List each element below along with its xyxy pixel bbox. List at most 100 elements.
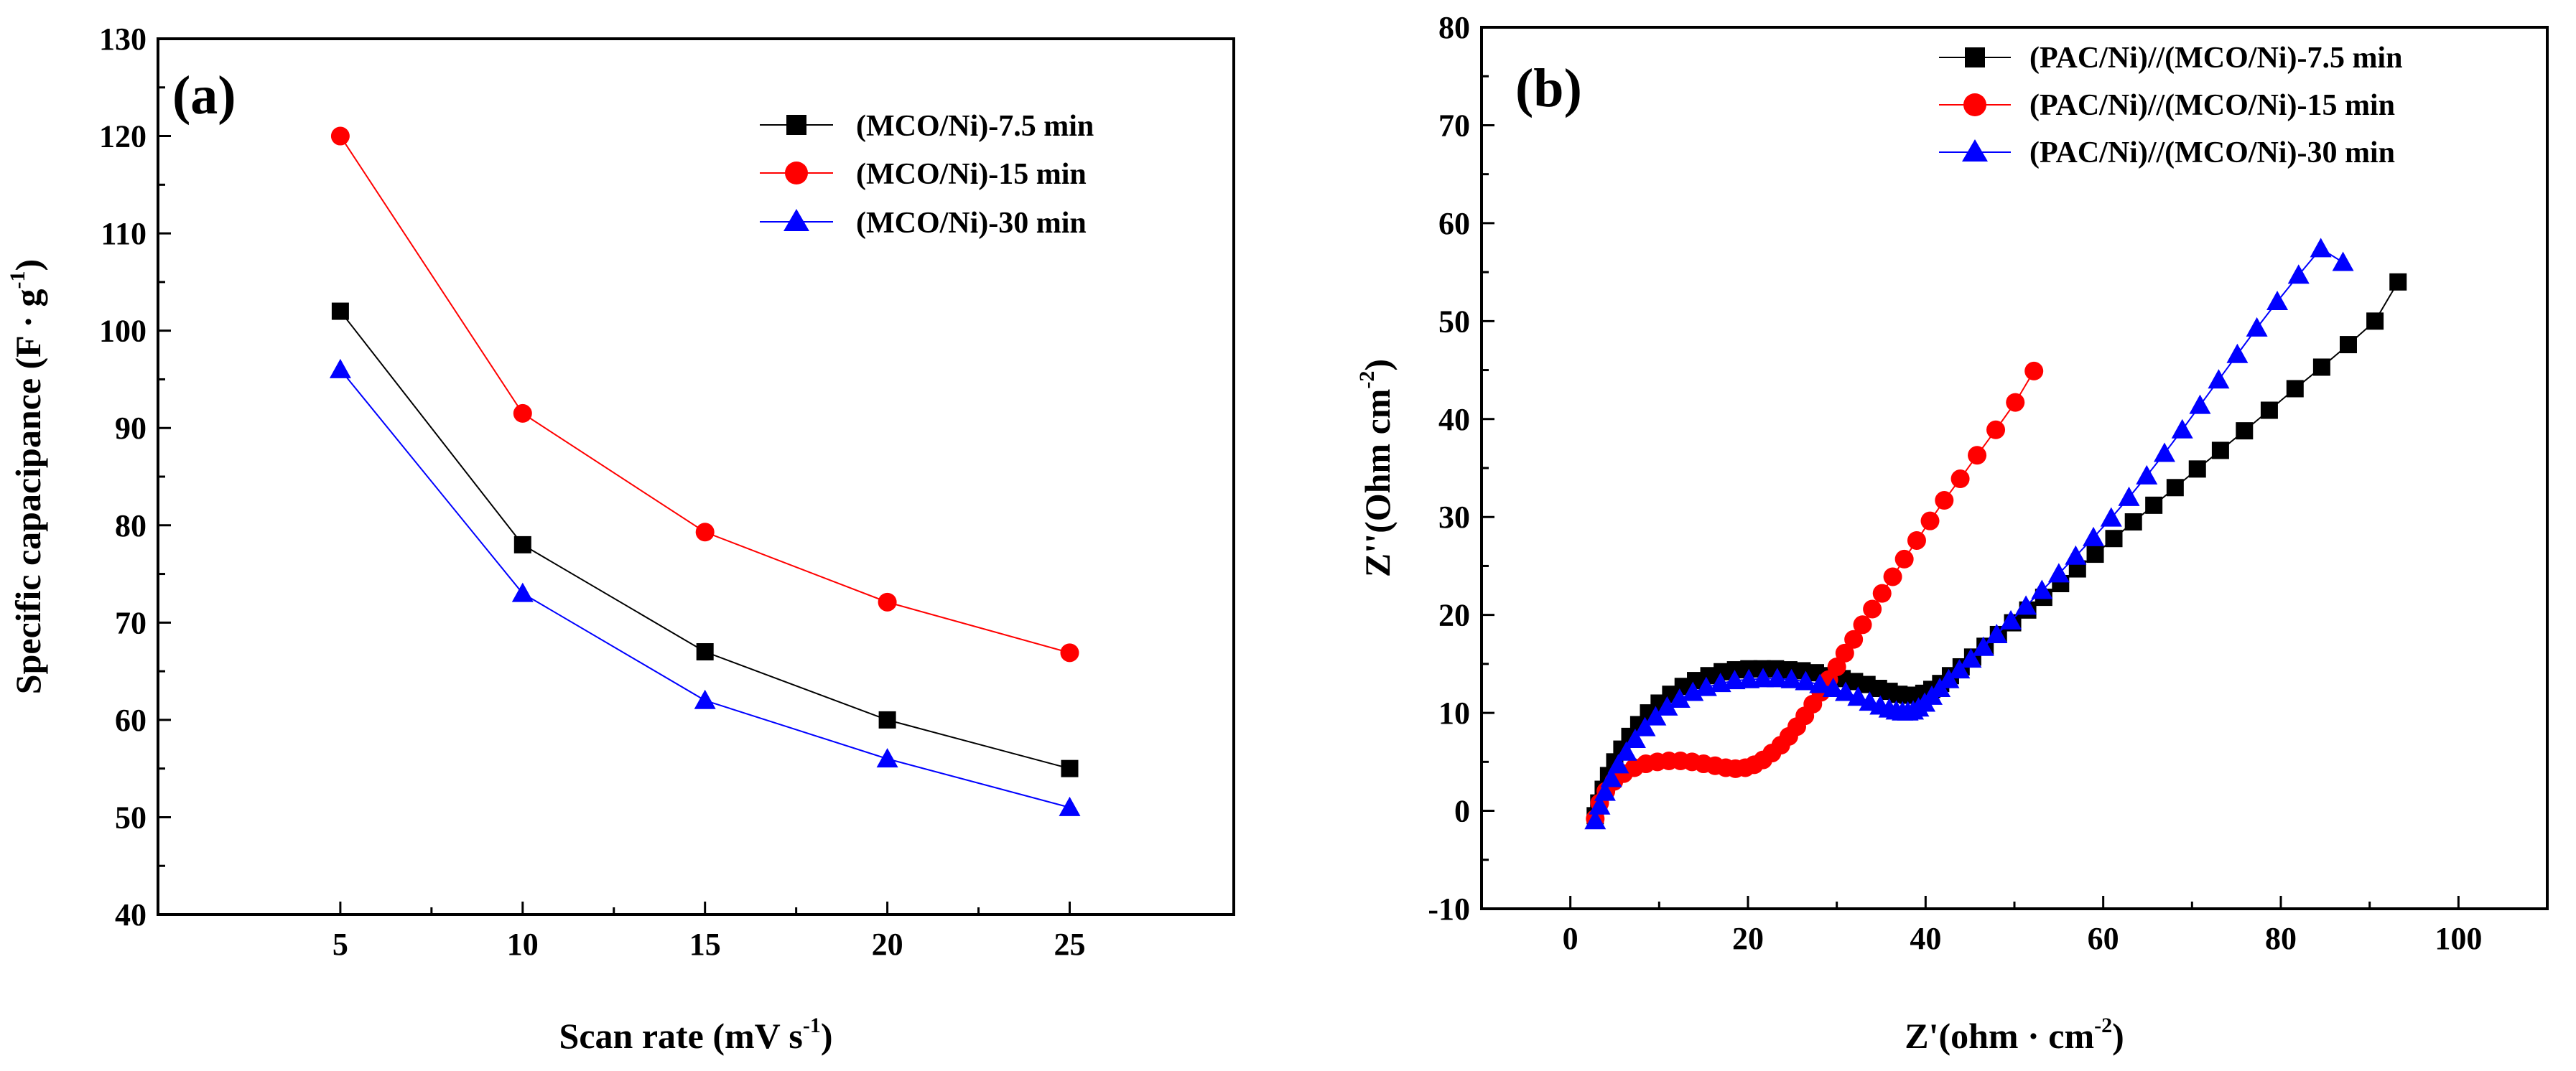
- b-series-2-point: [2024, 361, 2044, 380]
- b-series-2-point: [1853, 615, 1872, 635]
- b-series-2-point: [2006, 393, 2025, 412]
- a-series-3-point: [876, 748, 898, 768]
- b-series-1-point: [2312, 358, 2330, 376]
- b-series-3-point: [2171, 418, 2193, 439]
- b-series-1-point: [2236, 422, 2254, 440]
- b-x-tick-label: 60: [2088, 921, 2119, 956]
- a-legend-marker-2: [785, 162, 808, 184]
- a-x-tick-label: 10: [507, 927, 539, 962]
- b-series-3-point: [1847, 686, 1869, 706]
- b-y-title-main: Z''(Ohm cm: [1357, 389, 1398, 577]
- b-series-3-point: [1594, 781, 1616, 801]
- a-y-tick-label: 50: [115, 800, 147, 835]
- b-series-3-point: [2000, 609, 2022, 630]
- b-series-3-point: [1948, 659, 1971, 679]
- b-y-tick-label: 70: [1438, 108, 1470, 143]
- b-series-3-point: [2100, 507, 2122, 527]
- b-series-3-point: [2015, 595, 2037, 615]
- b-series-layer: [1584, 238, 2407, 830]
- a-series-3-point: [694, 689, 716, 709]
- b-panel-label: (b): [1515, 58, 1582, 118]
- a-y-title-main: Specific capacipance (F · g: [8, 289, 48, 694]
- b-series-3-point: [1600, 767, 1622, 787]
- b-series-1-point: [2339, 336, 2357, 354]
- b-series-3-point: [1584, 810, 1606, 830]
- b-series-3-point: [1766, 668, 1788, 688]
- a-y-tick-label: 90: [115, 411, 147, 446]
- b-series-2-point: [1986, 420, 2006, 439]
- b-series-3-point: [2118, 486, 2140, 506]
- b-y-tick-label: 0: [1454, 794, 1470, 829]
- a-y-tick-label: 130: [99, 22, 147, 57]
- a-x-axis-title: Scan rate (mV s-1): [559, 1014, 833, 1056]
- b-y-title-end: ): [1357, 359, 1398, 371]
- b-legend: (PAC/Ni)//(MCO/Ni)-7.5 min (PAC/Ni)//(MC…: [1939, 42, 2402, 169]
- a-series-2-point: [513, 403, 532, 423]
- a-series-1-point: [1061, 759, 1079, 777]
- a-y-tick-label: 100: [99, 314, 147, 349]
- b-series-3-point: [1615, 741, 1637, 761]
- b-series-3-point: [1986, 623, 2008, 643]
- b-legend-marker-2: [1963, 93, 1986, 116]
- b-series-3: [1584, 238, 2354, 830]
- a-legend-label-3: (MCO/Ni)-30 min: [856, 207, 1087, 240]
- b-x-title-end: ): [2112, 1016, 2124, 1056]
- a-x-tick-label: 15: [689, 927, 721, 962]
- b-x-tick-label: 40: [1910, 921, 1941, 956]
- b-series-1-point: [2124, 513, 2142, 531]
- a-y-tick-label: 110: [101, 216, 147, 251]
- a-y-title-sup: -1: [6, 271, 29, 289]
- b-series-3-point: [1780, 668, 1803, 688]
- b-series-1-point: [2188, 460, 2206, 478]
- b-legend-label-2: (PAC/Ni)//(MCO/Ni)-15 min: [2029, 89, 2395, 122]
- b-series-3-point: [2287, 264, 2310, 284]
- b-series-2-point: [1920, 511, 1940, 530]
- b-y-tick-label: 20: [1438, 598, 1470, 633]
- a-legend-label-2: (MCO/Ni)-15 min: [856, 158, 1087, 191]
- b-x-tick-label: 20: [1732, 921, 1764, 956]
- a-series-1-point: [331, 302, 349, 320]
- a-series-1-point: [513, 536, 531, 553]
- b-series-2-point: [1827, 657, 1846, 676]
- a-series-2-point: [330, 126, 350, 146]
- b-series-3-point: [1738, 668, 1760, 688]
- a-panel-label: (a): [172, 65, 236, 126]
- b-series-3-point: [1656, 696, 1678, 716]
- a-series-layer: [329, 126, 1081, 816]
- b-y-tick-label: -10: [1428, 892, 1470, 927]
- b-series-2-point: [1894, 549, 1914, 569]
- b-y-tick-label: 50: [1438, 304, 1470, 339]
- a-series-2-point: [1060, 643, 1079, 663]
- a-y-title-end: ): [8, 259, 48, 271]
- b-series-3-point: [1809, 673, 1831, 693]
- b-x-tick-label: 100: [2435, 921, 2482, 956]
- b-series-2-point: [1883, 567, 1902, 586]
- b-series-3-point: [1645, 706, 1667, 726]
- b-series-3-point: [1835, 681, 1857, 701]
- b-legend-label-1: (PAC/Ni)//(MCO/Ni)-7.5 min: [2029, 42, 2402, 75]
- a-series-2-point: [878, 592, 897, 612]
- b-legend-marker-3: [1962, 139, 1988, 162]
- b-series-3-point: [2246, 317, 2268, 337]
- chart-panel-b: 0 20 40 60 80 100 -10 0 10 20 30 40 50 60 70 80 (b) Z'(…: [1355, 10, 2549, 1056]
- b-series-3-point: [1795, 670, 1817, 691]
- a-series-2-point: [695, 523, 715, 542]
- b-series-3-point: [2310, 238, 2332, 258]
- b-series-3-point: [1724, 670, 1746, 690]
- b-series-3-point: [1822, 678, 1844, 697]
- a-series-3: [329, 358, 1081, 816]
- b-series-2-point: [1844, 630, 1864, 649]
- a-series-1-point: [696, 643, 714, 660]
- b-legend-label-3: (PAC/Ni)//(MCO/Ni)-30 min: [2029, 136, 2395, 169]
- b-legend-marker-1: [1965, 47, 1985, 67]
- b-series-3-point: [2189, 394, 2211, 414]
- a-x-title-main: Scan rate (mV s: [559, 1016, 803, 1056]
- a-y-tick-label: 40: [115, 897, 147, 932]
- a-legend-marker-3: [784, 209, 809, 231]
- a-legend-marker-1: [786, 115, 806, 135]
- a-legend: (MCO/Ni)-7.5 min (MCO/Ni)-15 min (MCO/Ni…: [760, 110, 1094, 240]
- b-y-title-sup: -2: [1355, 371, 1379, 389]
- b-series-2-point: [1863, 599, 1882, 619]
- b-series-3-point: [1624, 728, 1646, 748]
